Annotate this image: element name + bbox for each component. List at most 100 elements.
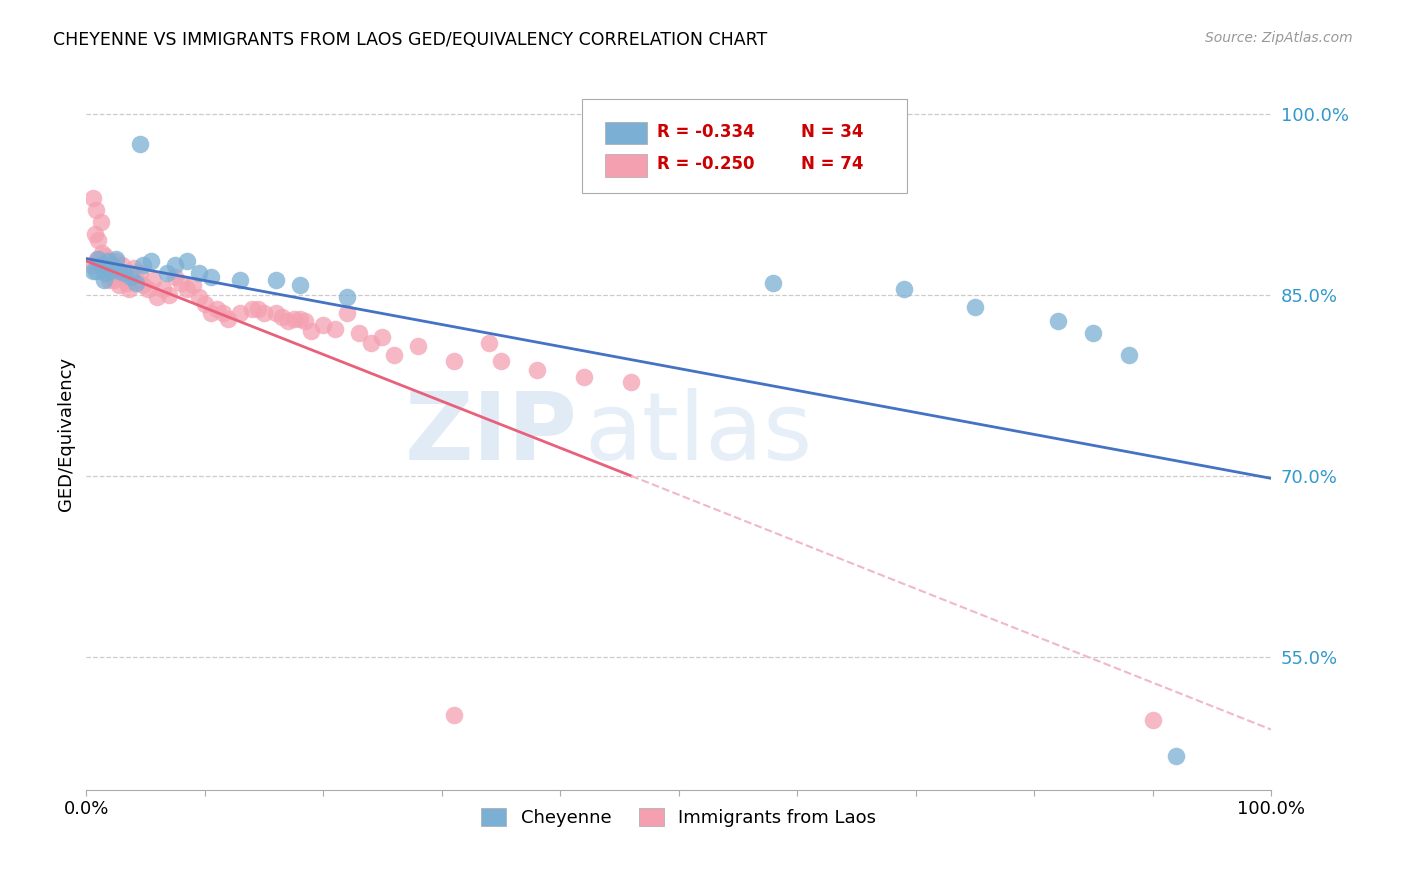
Text: N = 74: N = 74 xyxy=(801,155,863,173)
Point xyxy=(294,314,316,328)
Point xyxy=(165,269,187,284)
Point xyxy=(187,266,209,280)
Point xyxy=(312,318,335,332)
Point xyxy=(97,273,120,287)
FancyBboxPatch shape xyxy=(605,154,647,178)
Point xyxy=(125,276,148,290)
Point xyxy=(146,290,169,304)
Point xyxy=(443,708,465,723)
Point xyxy=(229,306,252,320)
Point xyxy=(1142,713,1164,727)
Point xyxy=(443,354,465,368)
Point xyxy=(105,263,128,277)
Point xyxy=(283,312,305,326)
Point xyxy=(82,191,104,205)
Point xyxy=(217,312,239,326)
Point xyxy=(108,278,131,293)
Point xyxy=(371,330,394,344)
Text: N = 34: N = 34 xyxy=(801,122,863,141)
Point xyxy=(288,278,311,293)
Text: R = -0.334: R = -0.334 xyxy=(658,122,755,141)
Point xyxy=(336,290,359,304)
Point xyxy=(100,263,122,277)
Point xyxy=(382,348,405,362)
Point xyxy=(1118,348,1140,362)
Point xyxy=(122,261,145,276)
Point xyxy=(478,336,501,351)
Point xyxy=(1083,326,1105,341)
Point xyxy=(89,215,111,229)
Point xyxy=(187,290,209,304)
Point xyxy=(176,254,198,268)
Point xyxy=(94,249,117,263)
Point xyxy=(211,306,233,320)
Point xyxy=(253,306,276,320)
Point xyxy=(181,278,204,293)
Point xyxy=(194,297,217,311)
Point xyxy=(264,306,287,320)
Point xyxy=(323,321,346,335)
Point xyxy=(89,258,111,272)
Point xyxy=(347,326,370,341)
Point xyxy=(299,324,322,338)
Point xyxy=(963,300,986,314)
Point xyxy=(141,254,163,268)
Point xyxy=(84,263,107,277)
Point xyxy=(200,306,222,320)
Point xyxy=(91,261,114,276)
Point xyxy=(142,273,165,287)
FancyBboxPatch shape xyxy=(605,121,647,145)
Point xyxy=(96,263,118,277)
Point xyxy=(86,252,108,266)
Point xyxy=(97,254,120,268)
Point xyxy=(176,282,198,296)
Point xyxy=(620,375,643,389)
Point xyxy=(336,306,359,320)
Point xyxy=(288,312,311,326)
Point xyxy=(104,254,127,268)
Point xyxy=(132,278,155,293)
Point xyxy=(101,266,124,280)
Point xyxy=(526,362,548,376)
Point xyxy=(170,276,193,290)
Point xyxy=(84,203,107,218)
Point xyxy=(82,258,104,272)
Point xyxy=(104,258,127,272)
Point xyxy=(152,282,174,296)
Point xyxy=(98,263,121,277)
Y-axis label: GED/Equivalency: GED/Equivalency xyxy=(58,357,75,511)
Point xyxy=(120,269,142,284)
Point xyxy=(120,266,142,280)
Point xyxy=(89,258,111,272)
Legend: Cheyenne, Immigrants from Laos: Cheyenne, Immigrants from Laos xyxy=(474,801,883,834)
Point xyxy=(91,258,114,272)
Point xyxy=(489,354,512,368)
Point xyxy=(136,282,159,296)
Point xyxy=(360,336,382,351)
Point xyxy=(118,282,141,296)
Point xyxy=(165,258,187,272)
Point xyxy=(112,269,135,284)
Point xyxy=(83,227,105,242)
Text: atlas: atlas xyxy=(583,388,813,480)
Text: ZIP: ZIP xyxy=(405,388,578,480)
Point xyxy=(572,370,595,384)
Point xyxy=(104,252,127,266)
Point xyxy=(156,266,179,280)
Point xyxy=(128,136,150,151)
Point xyxy=(132,258,155,272)
Point xyxy=(893,282,915,296)
Point xyxy=(264,273,287,287)
Point xyxy=(270,310,292,324)
Point xyxy=(125,273,148,287)
Point xyxy=(205,302,228,317)
Point xyxy=(229,273,252,287)
Text: CHEYENNE VS IMMIGRANTS FROM LAOS GED/EQUIVALENCY CORRELATION CHART: CHEYENNE VS IMMIGRANTS FROM LAOS GED/EQU… xyxy=(53,31,768,49)
Point xyxy=(128,266,150,280)
Text: R = -0.250: R = -0.250 xyxy=(658,155,755,173)
Point xyxy=(1046,314,1069,328)
Point xyxy=(98,254,121,268)
Point xyxy=(93,273,115,287)
Point xyxy=(240,302,263,317)
Point xyxy=(103,273,125,287)
